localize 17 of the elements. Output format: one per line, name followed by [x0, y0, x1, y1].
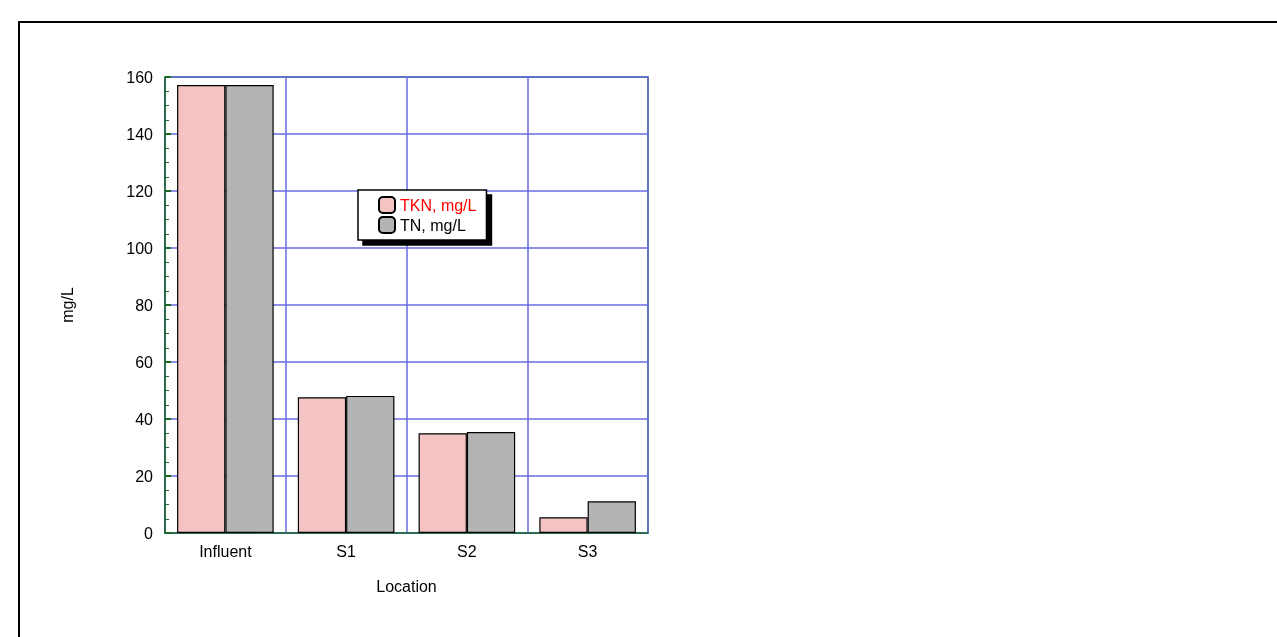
y-tick-label: 0: [144, 524, 154, 542]
x-axis-title: Location: [376, 577, 437, 595]
y-tick-label: 80: [135, 296, 154, 314]
x-tick-label: S3: [577, 542, 598, 560]
y-tick-label: 120: [126, 182, 154, 200]
y-tick-label: 40: [135, 410, 154, 428]
legend-label: TN, mg/L: [400, 216, 466, 234]
legend-label: TKN, mg/L: [400, 196, 477, 214]
y-tick-label: 100: [126, 239, 154, 257]
y-tick-label: 20: [135, 467, 154, 485]
y-axis-title: mg/L: [58, 287, 76, 323]
x-tick-label: S2: [457, 542, 477, 560]
y-tick-label: 140: [126, 125, 154, 143]
x-tick-label: S1: [336, 542, 357, 560]
y-tick-label: 60: [135, 353, 154, 371]
y-tick-label: 160: [126, 68, 154, 86]
x-tick-label: Influent: [199, 542, 253, 560]
